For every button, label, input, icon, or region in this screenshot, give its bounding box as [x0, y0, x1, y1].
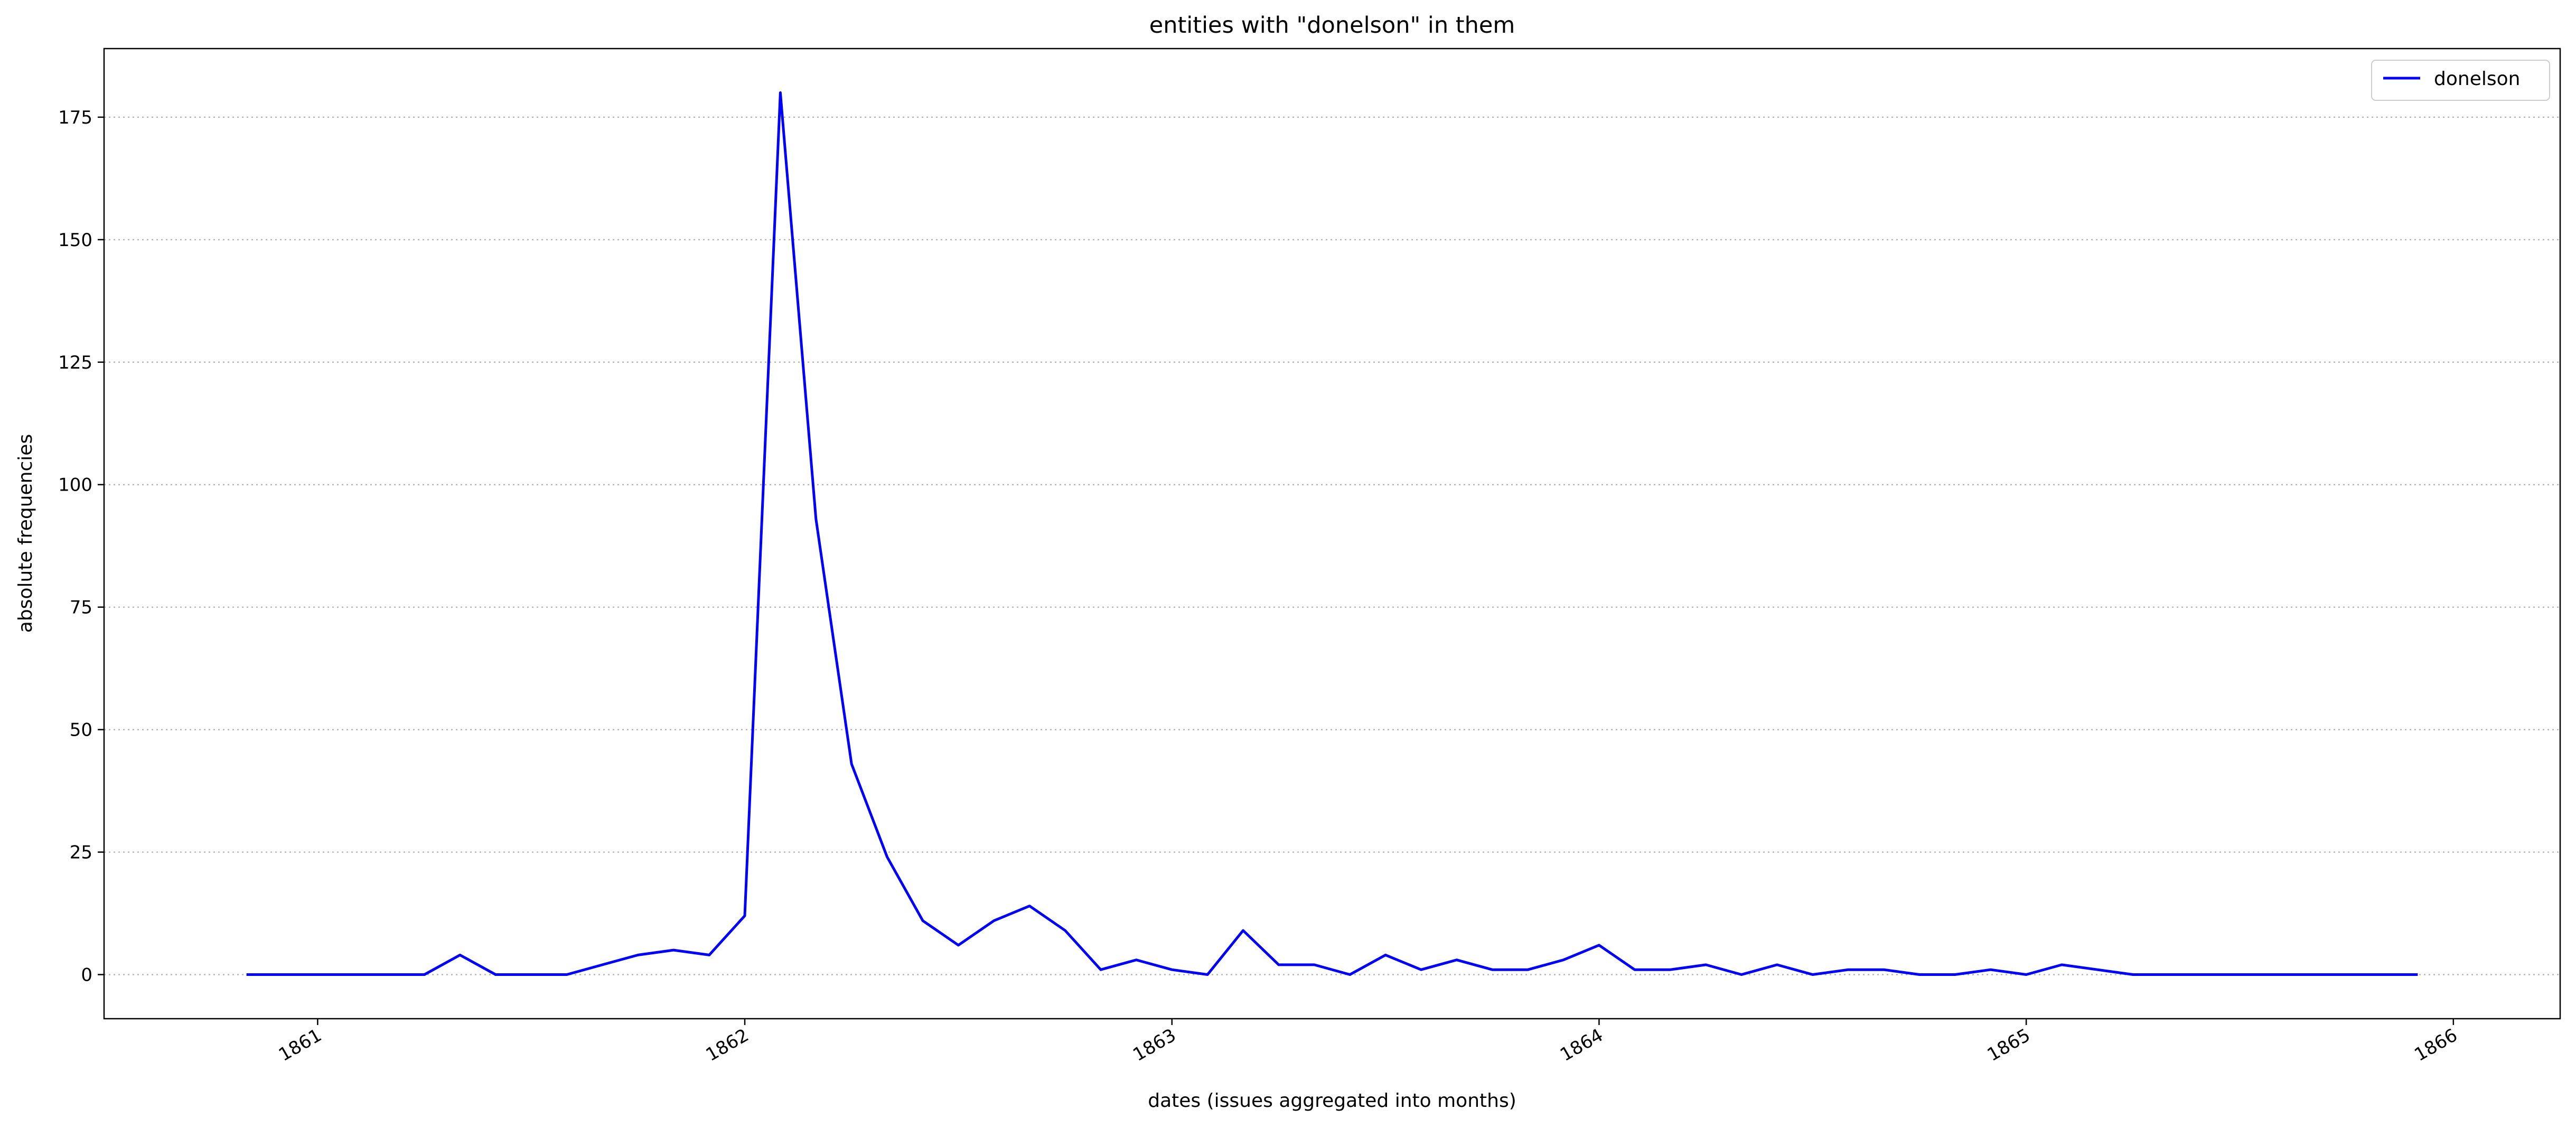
y-tick-label: 25 [70, 842, 92, 863]
y-tick-label: 100 [58, 475, 92, 496]
legend-label-donelson: donelson [2434, 68, 2520, 90]
gridlines [104, 116, 2560, 975]
x-axis-title: dates (issues aggregated into months) [1148, 1090, 1516, 1112]
y-tick-label: 175 [58, 107, 92, 128]
y-axis-title: absolute frequencies [15, 434, 36, 633]
plot-frame [103, 48, 2561, 1020]
y-tick-label: 125 [58, 352, 92, 373]
y-axis: 0 25 50 75 100 125 150 175 [58, 107, 104, 986]
legend: donelson [2371, 60, 2550, 101]
series-line-donelson [246, 91, 2418, 976]
y-tick-label: 75 [70, 597, 92, 618]
chart-title: entities with "donelson" in them [1149, 12, 1515, 39]
y-tick-label: 150 [58, 230, 92, 251]
series-layer [246, 91, 2418, 976]
y-tick-label: 0 [81, 965, 92, 986]
legend-box [2371, 60, 2550, 101]
y-tick-label: 50 [70, 720, 92, 741]
